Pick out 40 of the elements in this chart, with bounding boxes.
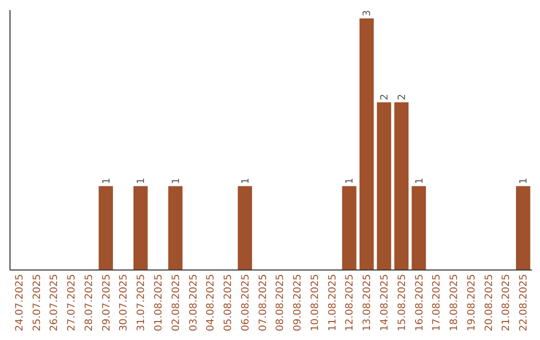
x-tick-label: 17.08.2025 <box>432 274 443 332</box>
x-tick-label: 31.07.2025 <box>136 274 148 332</box>
x-tick-label: 18.08.2025 <box>449 274 460 332</box>
x-tick-label: 30.07.2025 <box>118 274 130 332</box>
x-tick-label: 26.07.2025 <box>49 274 60 332</box>
x-tick-label: 11.08.2025 <box>327 274 338 332</box>
x-tick-label: 02.08.2025 <box>170 274 182 332</box>
x-tick-label: 13.08.2025 <box>362 274 374 332</box>
x-tick-label: 20.08.2025 <box>484 274 495 332</box>
x-tick-label: 28.07.2025 <box>84 274 95 332</box>
data-label: 1 <box>136 178 148 184</box>
x-tick-label: 08.08.2025 <box>275 274 286 332</box>
x-tick-label: 07.08.2025 <box>258 274 269 332</box>
data-label: 1 <box>518 178 530 184</box>
x-tick-label: 15.08.2025 <box>396 274 408 332</box>
x-tick-label: 14.08.2025 <box>380 274 391 332</box>
x-tick-label: 04.08.2025 <box>206 274 217 332</box>
x-tick-label: 16.08.2025 <box>414 274 426 332</box>
data-label: 1 <box>101 178 112 184</box>
x-tick-label: 06.08.2025 <box>240 274 252 332</box>
x-tick-label: 05.08.2025 <box>223 274 234 332</box>
x-tick-label: 29.07.2025 <box>101 274 112 332</box>
data-label: 2 <box>396 94 408 100</box>
x-tick-label: 21.08.2025 <box>501 274 512 332</box>
x-tick-label: 12.08.2025 <box>344 274 356 332</box>
x-tick-label: 25.07.2025 <box>32 274 43 332</box>
x-tick-label: 10.08.2025 <box>310 274 321 332</box>
x-tick-label: 01.08.2025 <box>153 274 164 332</box>
x-tick-label: 24.07.2025 <box>14 274 26 332</box>
x-tick-label: 19.08.2025 <box>466 274 478 332</box>
data-label: 1 <box>170 178 182 184</box>
data-label: 1 <box>414 178 426 184</box>
x-tick-label: 09.08.2025 <box>292 274 304 332</box>
x-tick-label: 27.07.2025 <box>66 274 78 332</box>
data-label: 1 <box>344 178 356 184</box>
data-label: 3 <box>362 10 374 16</box>
x-tick-label: 03.08.2025 <box>188 274 200 332</box>
data-label: 1 <box>240 178 252 184</box>
data-label: 2 <box>380 94 391 100</box>
x-tick-label: 22.08.2025 <box>518 274 530 332</box>
